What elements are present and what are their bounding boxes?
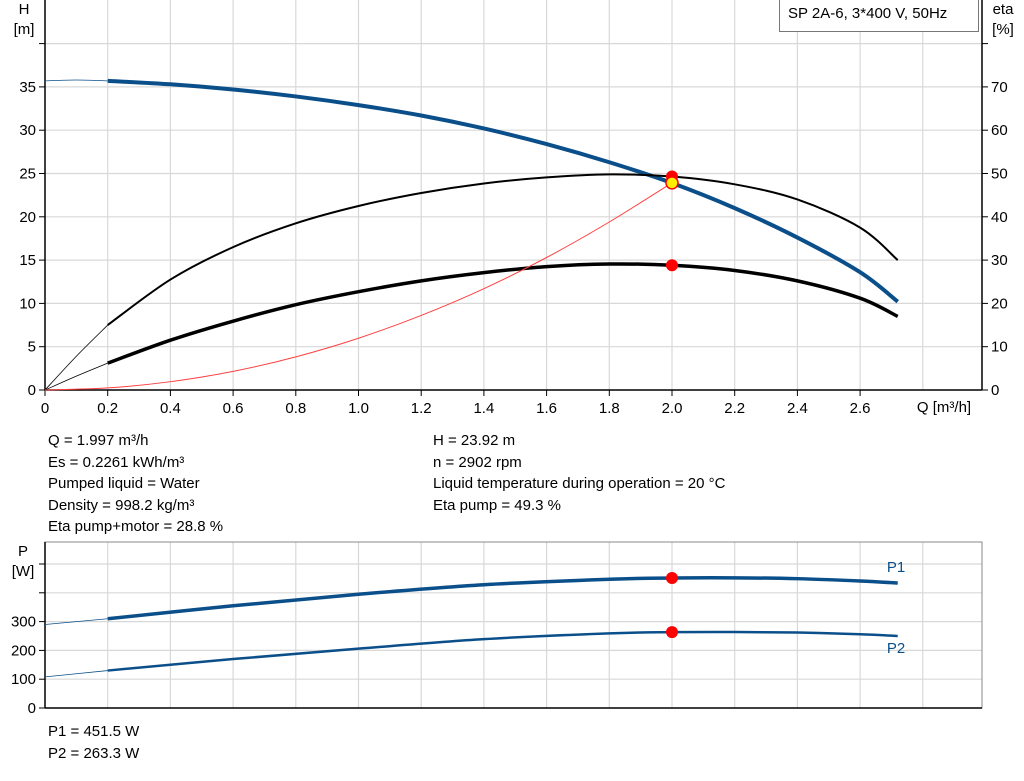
q-tick-label: 1.4 xyxy=(473,400,494,417)
info-eta-pump: Eta pump = 49.3 % xyxy=(433,496,561,514)
qh-curve-extrapolated xyxy=(44,79,108,82)
q-tick-label: 1.0 xyxy=(348,400,369,417)
info-liquid: Pumped liquid = Water xyxy=(48,475,200,492)
p2-curve xyxy=(107,630,898,672)
q-tick-label: 2.6 xyxy=(850,400,871,417)
h-axis-label: H [m] xyxy=(8,0,40,40)
p-tick-label: 100 xyxy=(11,671,36,688)
eta-axis-label: eta [%] xyxy=(986,0,1020,40)
p1-curve xyxy=(107,576,898,621)
info-p1: P1 = 451.5 W xyxy=(48,723,140,740)
eta-tick-label: 60 xyxy=(991,122,1008,139)
eta_total-curve xyxy=(107,262,899,365)
h-axis-name: H xyxy=(18,1,30,18)
q-tick-label: 1.2 xyxy=(411,400,432,417)
power-plot-frame xyxy=(44,541,983,709)
info-left: Q = 1.997 m³/h Es = 0.2261 kWh/m³ Pumped… xyxy=(48,430,223,538)
h-tick-label: 0 xyxy=(28,382,36,399)
p1-curve-extrapolated xyxy=(44,618,108,625)
q-axis-label: Q [m³/h] xyxy=(916,399,972,416)
p-tick-label: 200 xyxy=(11,642,36,659)
eta_pump-curve xyxy=(107,173,899,326)
p-tick-label: 300 xyxy=(11,614,36,631)
q-tick-label: 2.4 xyxy=(787,400,808,417)
power-operating-point xyxy=(666,571,678,584)
info-right: H = 23.92 m n = 2902 rpm Liquid temperat… xyxy=(433,430,725,516)
eta_total-curve-extrapolated xyxy=(44,362,108,391)
h-tick-label: 10 xyxy=(19,295,36,312)
q-tick-label: 2.2 xyxy=(724,400,745,417)
qh-curve xyxy=(107,78,899,304)
q-tick-label: 1.6 xyxy=(536,400,557,417)
eta-tick-label: 10 xyxy=(991,339,1008,356)
h-axis-unit: [m] xyxy=(13,21,35,38)
q-tick-label: 2.0 xyxy=(662,400,683,417)
p1-label: P1 xyxy=(887,559,905,576)
q-tick-label: 0.4 xyxy=(160,400,181,417)
info-flow: Q = 1.997 m³/h xyxy=(48,432,149,449)
chart-legend-box: SP 2A-6, 3*400 V, 50Hz xyxy=(779,0,979,32)
p2-curve-extrapolated xyxy=(44,670,108,678)
h-tick-label: 25 xyxy=(19,166,36,183)
info-density: Density = 998.2 kg/m³ xyxy=(48,496,195,514)
system-curve xyxy=(44,182,673,391)
info-eta-total: Eta pump+motor = 28.8 % xyxy=(48,518,224,535)
info-power: P1 = 451.5 W P2 = 263.3 W xyxy=(48,721,139,764)
eta_pump-curve-extrapolated xyxy=(44,324,108,391)
h-tick-label: 30 xyxy=(19,122,36,139)
p-axis-label: P [W] xyxy=(6,542,40,582)
p-axis-unit: [W] xyxy=(11,563,35,580)
eta-tick-label: 40 xyxy=(991,209,1008,226)
eta-axis-name: eta xyxy=(992,1,1014,18)
h-tick-label: 35 xyxy=(19,79,36,96)
power-operating-point xyxy=(666,626,678,639)
info-speed: n = 2902 rpm xyxy=(433,453,522,471)
q-tick-label: 0.2 xyxy=(97,400,118,417)
q-tick-label: 1.8 xyxy=(599,400,620,417)
p-tick-label: 0 xyxy=(28,700,36,717)
h-tick-label: 20 xyxy=(19,209,36,226)
p2-label: P2 xyxy=(887,640,905,657)
q-tick-label: 0.8 xyxy=(285,400,306,417)
info-temperature: Liquid temperature during operation = 20… xyxy=(433,475,726,492)
eta-tick-label: 30 xyxy=(991,252,1008,269)
p-axis-name: P xyxy=(17,543,28,560)
q-tick-label: 0 xyxy=(41,400,49,417)
eta-axis-unit: [%] xyxy=(992,21,1014,38)
eta-tick-label: 20 xyxy=(991,295,1008,312)
operating-point xyxy=(666,259,678,272)
h-tick-label: 5 xyxy=(28,339,36,356)
eta-tick-label: 70 xyxy=(991,79,1008,96)
legend-text: SP 2A-6, 3*400 V, 50Hz xyxy=(788,5,948,22)
duty-point xyxy=(665,176,679,190)
eta-tick-label: 50 xyxy=(991,166,1008,183)
info-energy: Es = 0.2261 kWh/m³ xyxy=(48,453,185,471)
info-p2: P2 = 263.3 W xyxy=(48,744,140,762)
h-tick-label: 15 xyxy=(19,252,36,269)
info-head: H = 23.92 m xyxy=(433,432,516,449)
q-tick-label: 0.6 xyxy=(223,400,244,417)
eta-tick-label: 0 xyxy=(991,382,999,399)
